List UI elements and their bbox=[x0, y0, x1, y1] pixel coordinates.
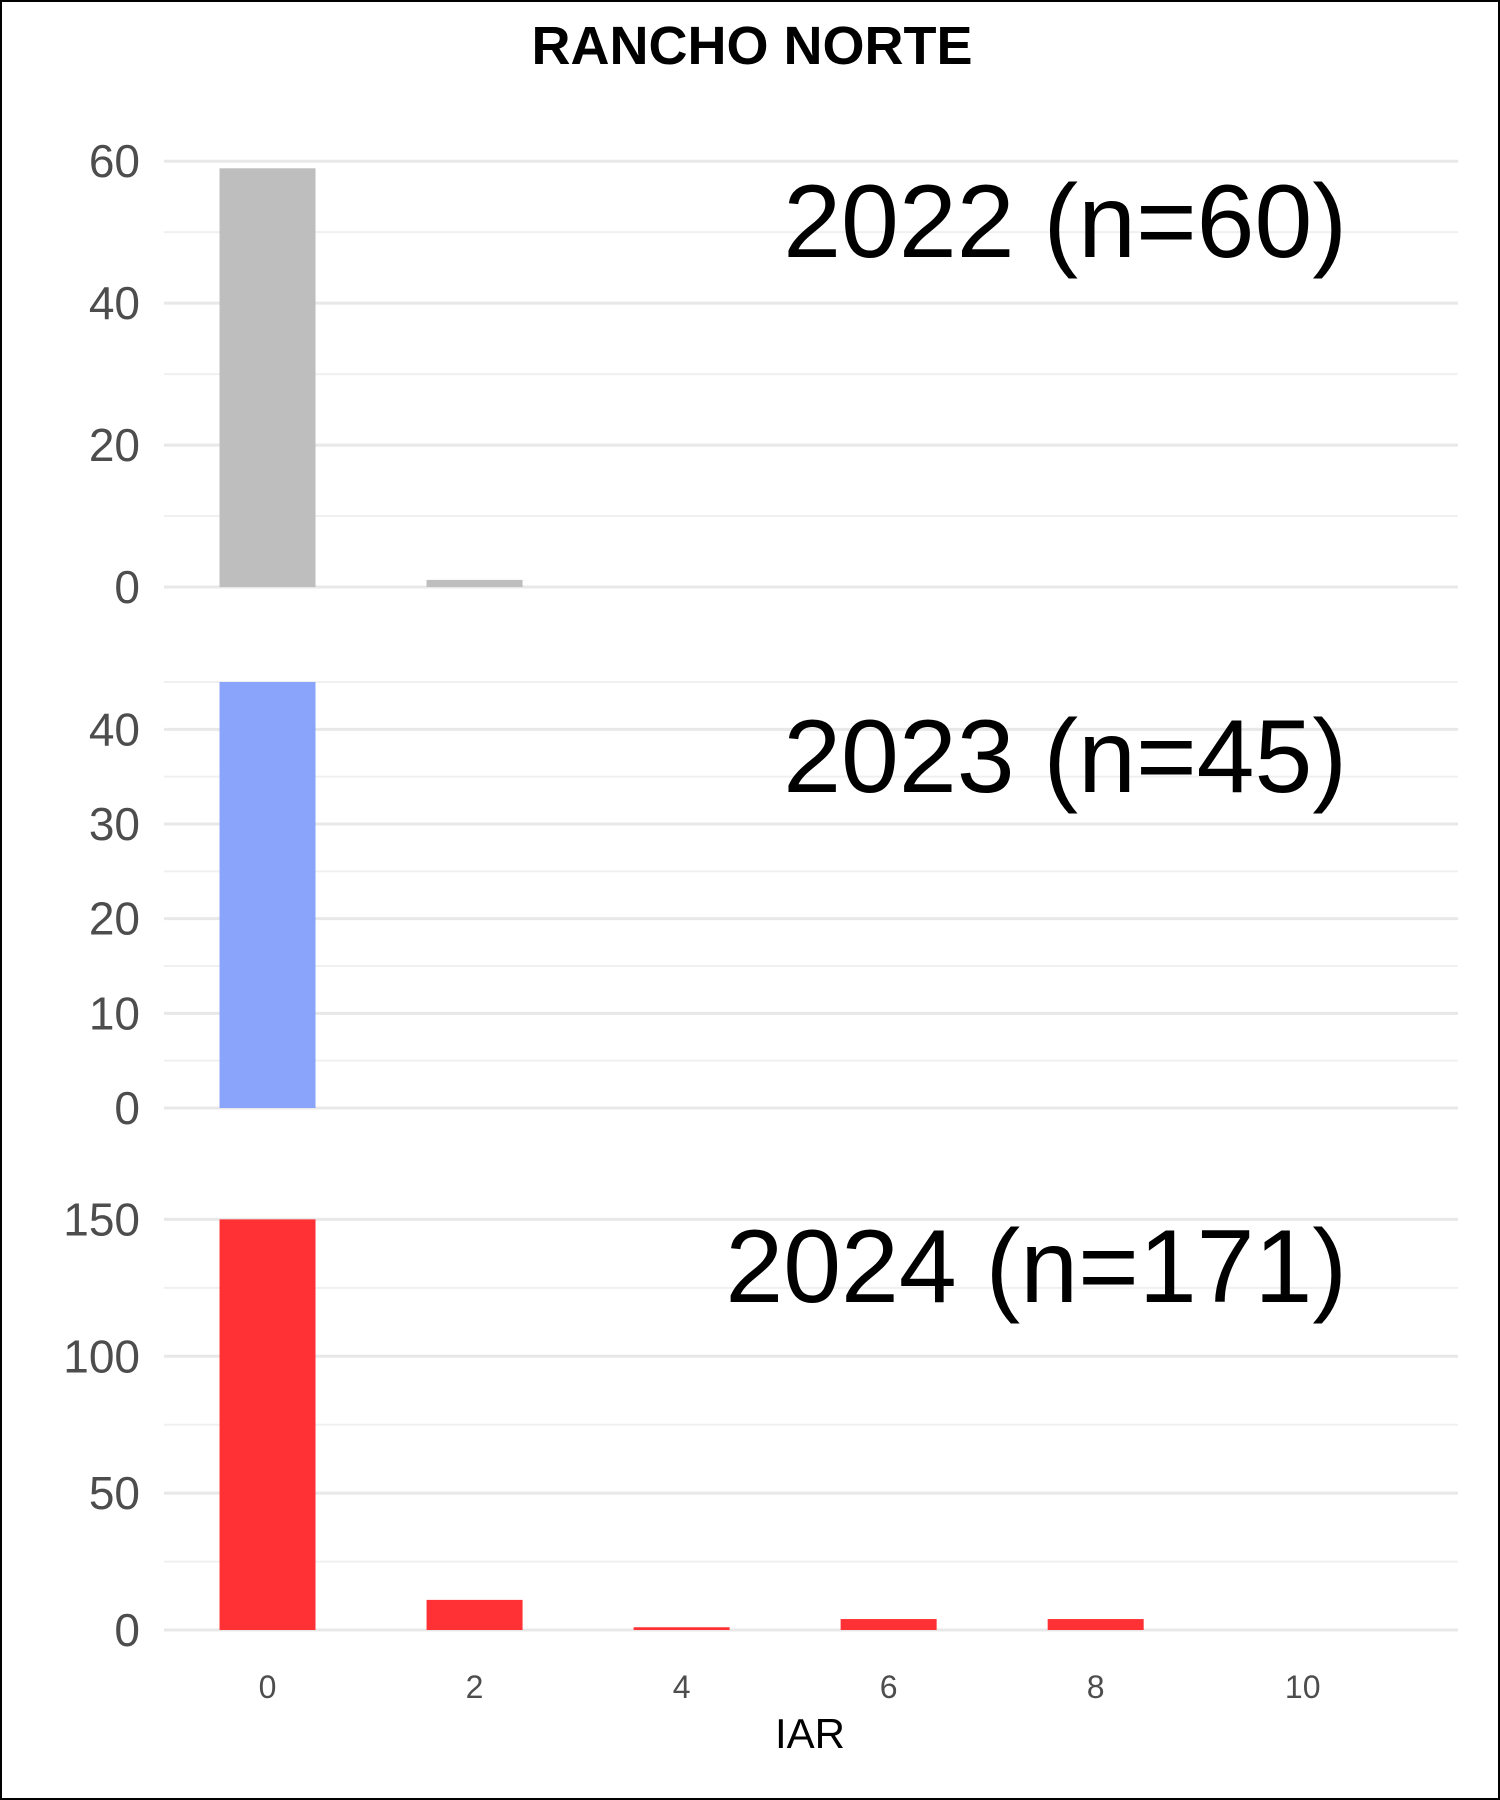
panel-annotation: 2023 (n=45) bbox=[783, 699, 1347, 815]
y-tick-label: 40 bbox=[89, 703, 140, 755]
bar bbox=[219, 682, 316, 1108]
bar bbox=[840, 1619, 937, 1630]
bar bbox=[219, 1219, 316, 1630]
bar bbox=[1047, 1619, 1144, 1630]
y-tick-label: 150 bbox=[63, 1193, 140, 1245]
y-tick-label: 20 bbox=[89, 419, 140, 471]
y-tick-label: 10 bbox=[89, 987, 140, 1039]
x-tick-label: 10 bbox=[1285, 1669, 1321, 1705]
y-tick-label: 0 bbox=[114, 1604, 140, 1656]
y-tick-label: 40 bbox=[89, 277, 140, 329]
x-tick-label: 2 bbox=[466, 1669, 484, 1705]
x-tick-label: 8 bbox=[1087, 1669, 1105, 1705]
y-tick-label: 100 bbox=[63, 1330, 140, 1382]
y-tick-label: 0 bbox=[114, 561, 140, 613]
bar bbox=[219, 168, 316, 587]
y-tick-label: 0 bbox=[114, 1082, 140, 1134]
y-tick-label: 50 bbox=[89, 1467, 140, 1519]
bar bbox=[426, 1599, 523, 1630]
y-tick-label: 20 bbox=[89, 893, 140, 945]
bar bbox=[633, 1627, 730, 1630]
panel-annotation: 2024 (n=171) bbox=[725, 1209, 1347, 1325]
x-tick-label: 6 bbox=[880, 1669, 898, 1705]
bar bbox=[426, 579, 523, 587]
chart-title: RANCHO NORTE bbox=[532, 16, 973, 76]
y-tick-label: 30 bbox=[89, 798, 140, 850]
y-tick-label: 60 bbox=[89, 135, 140, 187]
x-tick-label: 0 bbox=[259, 1669, 277, 1705]
panel-annotation: 2022 (n=60) bbox=[783, 164, 1347, 280]
x-axis-label: IAR bbox=[775, 1710, 845, 1757]
x-tick-label: 4 bbox=[673, 1669, 691, 1705]
